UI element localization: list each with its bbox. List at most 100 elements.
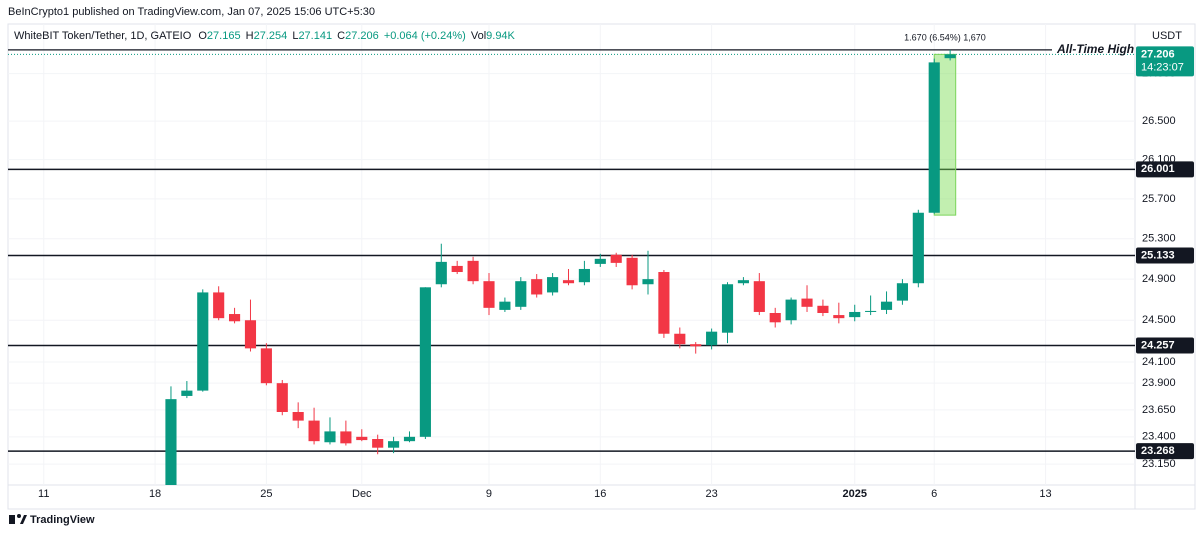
candle-body: [403, 436, 416, 442]
close-value: 27.206: [345, 30, 379, 42]
axes: 27.00026.50026.10025.70025.30024.90024.5…: [38, 32, 1194, 500]
pane-border: [7, 23, 1196, 510]
candle-body: [499, 301, 511, 310]
x-tick-label: 25: [260, 488, 272, 500]
candle-body: [817, 305, 829, 313]
candle-body: [181, 390, 193, 396]
candle-body: [578, 268, 590, 283]
candle-body: [658, 272, 670, 334]
candle-body: [292, 412, 304, 421]
candle-body: [801, 298, 813, 307]
level-tag-label: 24.257: [1141, 339, 1175, 351]
candle-body: [451, 265, 463, 273]
candle-body: [865, 310, 877, 312]
y-tick-label: 24.900: [1142, 273, 1176, 285]
candle-body: [419, 287, 431, 437]
ohlc-prefix: O: [198, 30, 207, 42]
level-tag-label: 23.268: [1141, 445, 1175, 457]
candle-body: [467, 260, 479, 282]
x-tick-label: Dec: [352, 488, 372, 500]
x-tick-label: 16: [594, 488, 606, 500]
currency: USDT: [1152, 30, 1182, 42]
candle-body: [562, 280, 575, 284]
footer-logo: TradingView: [9, 514, 95, 526]
candle-body: [785, 299, 797, 321]
level-tag: [1136, 337, 1194, 354]
candle-body: [753, 281, 765, 312]
candle-body: [737, 280, 749, 284]
x-tick-label: 23: [705, 488, 717, 500]
volume-label: Vol: [471, 30, 486, 42]
price-tag-label: 27.206: [1141, 48, 1175, 60]
candle-body: [690, 344, 702, 347]
candle-body: [372, 438, 384, 448]
candle-body: [213, 292, 225, 319]
ohlc-prefix: H: [246, 30, 254, 42]
ohlc-prefix: C: [337, 30, 345, 42]
candle-body: [515, 281, 527, 307]
y-tick-label: 25.300: [1142, 233, 1176, 245]
candle-body: [594, 258, 606, 264]
change: +0.064 (+0.24%): [384, 30, 466, 42]
candle-body: [244, 320, 257, 349]
candle-body: [340, 431, 352, 444]
y-tick-label: 24.500: [1142, 314, 1176, 326]
logo-mark: [17, 514, 21, 518]
candle-body: [674, 333, 686, 345]
y-tick-label: 26.500: [1142, 115, 1176, 127]
candle-body: [547, 277, 559, 293]
candle-body: [896, 283, 908, 301]
candle-body: [833, 315, 845, 319]
low-value: 27.141: [298, 30, 332, 42]
candle-body: [880, 301, 893, 310]
candle-body: [197, 292, 209, 391]
open-value: 27.165: [207, 30, 241, 42]
y-tick-label: 24.100: [1142, 356, 1176, 368]
candle-body: [276, 383, 288, 413]
measure-label: 1.670 (6.54%) 1,670: [904, 32, 986, 42]
x-tick-label: 13: [1039, 488, 1051, 500]
candle-body: [849, 311, 861, 318]
y-tick-label: 25.700: [1142, 193, 1176, 205]
level-tag-label: 26.001: [1141, 163, 1175, 175]
candle-body: [483, 281, 495, 308]
candle-body: [324, 431, 336, 443]
level-tag-label: 25.133: [1141, 249, 1175, 261]
x-tick-label: 18: [149, 488, 161, 500]
price-tag: [1136, 46, 1194, 77]
x-tick-label: 2025: [842, 488, 866, 500]
candle-body: [944, 54, 956, 59]
level-tag: [1136, 247, 1194, 264]
symbol: WhiteBIT Token/Tether, 1D, GATEIO: [14, 30, 192, 42]
candle-body: [356, 436, 368, 441]
candle-body: [531, 279, 543, 295]
x-tick-label: 6: [931, 488, 937, 500]
countdown: 14:23:07: [1141, 61, 1184, 73]
candle-body: [388, 441, 400, 448]
candle-body: [229, 314, 241, 322]
level-tag: [1136, 443, 1194, 460]
candle-body: [610, 254, 622, 263]
candle-body: [769, 312, 781, 323]
candle-body: [912, 212, 924, 284]
logo-mark: [9, 515, 15, 524]
y-tick-label: 23.150: [1142, 458, 1176, 470]
y-tick-label: 23.400: [1142, 431, 1176, 443]
x-tick-label: 9: [486, 488, 492, 500]
ath-label: All-Time High -: [1056, 42, 1141, 56]
high-value: 27.254: [254, 30, 288, 42]
plot: [8, 49, 1135, 485]
candle-body: [308, 420, 320, 442]
grid: [8, 24, 1135, 485]
volume-value: 9.94K: [486, 30, 515, 42]
logo-mark: [20, 515, 27, 524]
x-tick-label: 11: [38, 488, 49, 500]
candle-body: [435, 261, 447, 285]
y-tick-label: 23.650: [1142, 404, 1176, 416]
candle-body: [165, 399, 177, 485]
candle-body: [626, 257, 638, 286]
candle-body: [721, 284, 734, 333]
publish-info: BeInCrypto1 published on TradingView.com…: [8, 6, 375, 18]
y-tick-label: 23.900: [1142, 377, 1176, 389]
